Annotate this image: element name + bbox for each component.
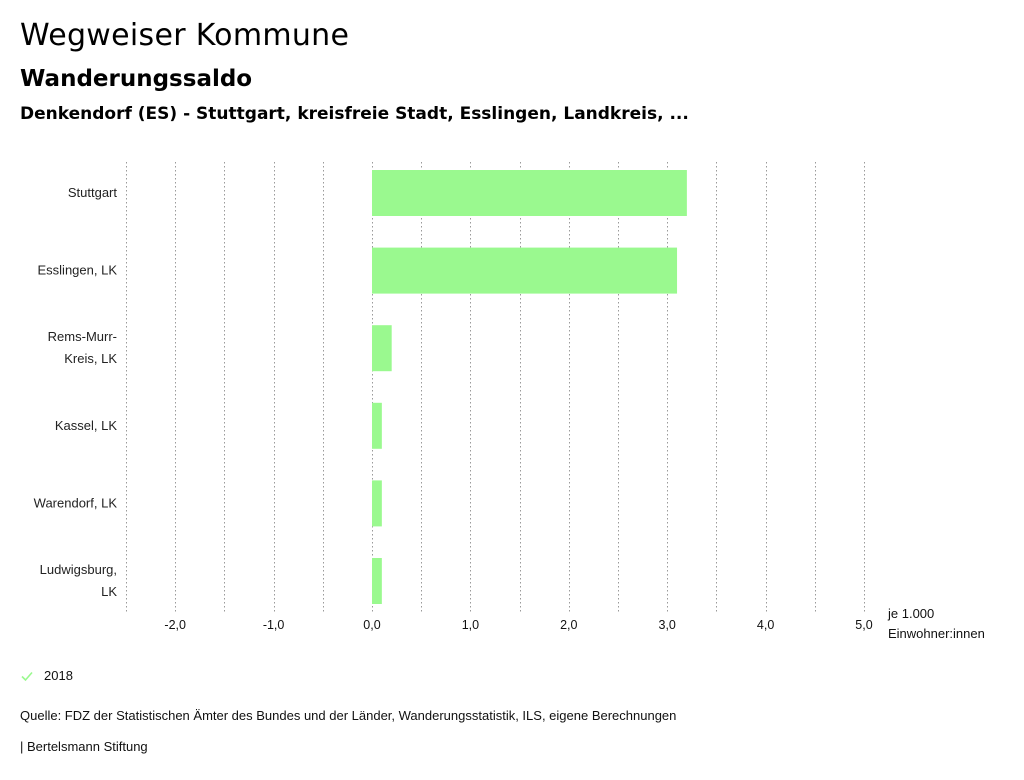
x-tick-label: 3,0: [659, 618, 676, 632]
bar: [372, 247, 678, 294]
category-label: Rems-Murr-: [48, 329, 117, 344]
x-tick-label: 2,0: [560, 618, 577, 632]
legend[interactable]: 2018: [20, 668, 73, 683]
category-labels: Stuttgart Esslingen, LK Rems-Murr- Kreis, L…: [34, 185, 118, 599]
x-tick-label: 5,0: [855, 618, 872, 632]
legend-label: 2018: [44, 668, 73, 683]
chart-grid: [126, 162, 865, 612]
x-tick-label: 1,0: [462, 618, 479, 632]
category-label: Warendorf, LK: [34, 495, 118, 510]
bar: [372, 402, 382, 449]
checkmark-icon: [21, 671, 33, 681]
category-label: Kassel, LK: [55, 418, 117, 433]
x-tick-label: 0,0: [363, 618, 380, 632]
category-label: Stuttgart: [68, 185, 118, 200]
unit-label: je 1.000 Einwohner:innen: [888, 604, 985, 644]
chart-bars: [372, 170, 687, 604]
category-label: Kreis, LK: [64, 351, 117, 366]
category-label: LK: [101, 584, 117, 599]
source-note: Quelle: FDZ der Statistischen Ämter des …: [20, 708, 677, 723]
category-label: Esslingen, LK: [38, 263, 118, 278]
x-tick-labels: -2,0 -1,0 0,0 1,0 2,0 3,0 4,0 5,0: [164, 618, 872, 632]
unit-label-line-1: je 1.000: [888, 606, 935, 621]
bar: [372, 480, 382, 527]
category-label: Ludwigsburg,: [40, 562, 117, 577]
bar: [372, 558, 382, 604]
chart-subtitle: Wanderungssaldo: [20, 66, 253, 92]
x-tick-label: 4,0: [757, 618, 774, 632]
unit-label-line-2: Einwohner:innen: [888, 626, 985, 641]
bar-chart: Stuttgart Esslingen, LK Rems-Murr- Kreis, L…: [34, 162, 873, 632]
region-heading: Denkendorf (ES) - Stuttgart, kreisfreie …: [20, 104, 689, 124]
credit-note: | Bertelsmann Stiftung: [20, 739, 148, 754]
x-tick-label: -1,0: [263, 618, 285, 632]
bar: [372, 170, 687, 216]
bar: [372, 325, 392, 372]
x-tick-label: -2,0: [164, 618, 186, 632]
page-title: Wegweiser Kommune: [20, 18, 350, 53]
